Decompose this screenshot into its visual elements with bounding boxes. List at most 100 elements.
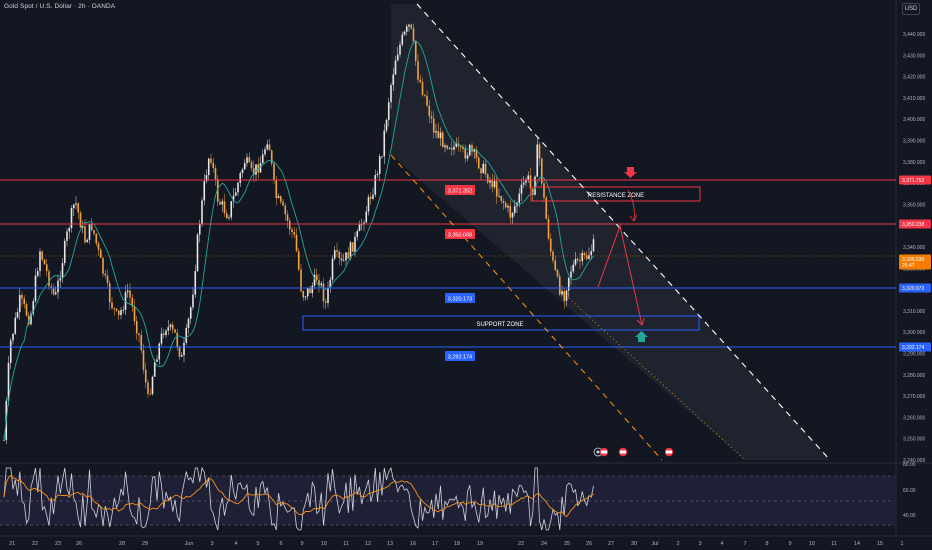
candle-body xyxy=(511,212,514,218)
candle-body xyxy=(230,201,233,218)
candle-body xyxy=(309,288,311,294)
candle-body xyxy=(311,285,314,294)
candle-body xyxy=(295,234,298,252)
support-zone-label: SUPPORT ZONE xyxy=(476,322,523,328)
candle-body xyxy=(390,85,392,103)
level-label-3: 3,320.173 xyxy=(445,293,475,303)
price-axis[interactable]: 3,440.000 3,430.000 3,420.000 3,410.000 3,40… xyxy=(903,32,925,464)
candle-body xyxy=(558,276,561,295)
candle-body xyxy=(165,330,167,336)
candle-body xyxy=(79,212,82,228)
candle-body xyxy=(86,239,89,243)
lower-channel-line[interactable] xyxy=(390,154,663,461)
candle-body xyxy=(401,34,404,45)
time-label: 3 xyxy=(210,541,213,547)
candle-body xyxy=(572,264,575,272)
price-tick-label: 3,440.000 xyxy=(903,32,925,38)
candle-body xyxy=(104,273,107,276)
candle-body xyxy=(320,283,323,286)
candle-body xyxy=(41,251,44,260)
candle-body xyxy=(446,145,449,149)
candle-body xyxy=(527,175,530,180)
time-label: 11 xyxy=(831,541,837,547)
candle-body xyxy=(243,163,246,170)
candle-body xyxy=(75,203,77,205)
candle-body xyxy=(77,203,80,213)
rsi-axis: 80.00 60.00 40.00 xyxy=(903,462,916,519)
candle-body xyxy=(369,197,372,199)
economic-flag-icon[interactable] xyxy=(664,447,674,457)
candle-body xyxy=(286,214,289,221)
candle-body xyxy=(338,251,341,259)
svg-text:3,371.352: 3,371.352 xyxy=(448,189,472,195)
candle-body xyxy=(563,291,566,301)
candle-body xyxy=(117,310,120,316)
candle-body xyxy=(48,271,50,287)
price-tag-label: 3,350.238 xyxy=(902,222,924,228)
candle-body xyxy=(385,119,388,131)
candle-body xyxy=(489,180,491,183)
candle-body xyxy=(187,318,190,328)
time-label: 19 xyxy=(477,541,483,547)
resistance-arrow-curve xyxy=(627,189,635,221)
candle-body xyxy=(268,144,271,151)
candle-body xyxy=(270,150,273,164)
candle-body xyxy=(459,146,462,148)
candle-body xyxy=(435,131,437,133)
economic-flag-icon[interactable] xyxy=(618,447,628,457)
time-label: 15 xyxy=(877,541,883,547)
price-tick-label: 3,360.000 xyxy=(903,202,925,208)
candle-body xyxy=(471,144,473,152)
time-label: Jul xyxy=(651,541,658,547)
time-label: 21 xyxy=(9,541,15,547)
candle-body xyxy=(455,143,458,147)
time-label: 10 xyxy=(809,541,815,547)
candle-body xyxy=(327,287,329,303)
candle-body xyxy=(342,260,345,262)
support-zone[interactable] xyxy=(302,315,700,331)
resistance-zone[interactable] xyxy=(530,186,701,202)
candle-body xyxy=(430,116,433,119)
candle-body xyxy=(437,131,440,139)
candle-body xyxy=(255,164,257,175)
candle-body xyxy=(210,158,212,163)
candle-body xyxy=(412,28,415,42)
candle-body xyxy=(66,231,68,241)
price-tick-label: 3,420.000 xyxy=(903,75,925,81)
time-axis[interactable]: 21 22 23 26 28 29 Jun 3 4 5 6 9 10 11 12 13 16 17 18 19 22 24… xyxy=(9,541,904,547)
currency-button[interactable]: USD xyxy=(902,3,920,15)
candle-body xyxy=(156,359,158,362)
candle-body xyxy=(273,163,275,181)
candle-body xyxy=(261,154,264,164)
candle-body xyxy=(588,255,590,259)
time-label: 8 xyxy=(765,541,768,547)
candle-body xyxy=(322,283,325,302)
candle-body xyxy=(345,252,347,261)
candle-body xyxy=(282,201,284,206)
time-label: 27 xyxy=(608,541,614,547)
price-tag-label: 3,292.174 xyxy=(902,345,924,351)
time-label: 24 xyxy=(541,541,547,547)
symbol-title: Gold Spot / U.S. Dollar · 2h · OANDA xyxy=(4,3,116,10)
candle-body xyxy=(360,224,363,225)
candle-body xyxy=(293,232,296,235)
candle-body xyxy=(248,157,251,163)
upper-channel-line[interactable] xyxy=(416,3,831,461)
candle-body xyxy=(378,156,381,174)
candle-body xyxy=(579,260,581,262)
candle-body xyxy=(383,130,386,157)
economic-flag-icon[interactable] xyxy=(599,447,609,457)
candle-body xyxy=(351,242,354,252)
time-label: 22 xyxy=(518,541,524,547)
candle-body xyxy=(196,234,199,272)
candle-body xyxy=(414,41,417,62)
price-tick-label: 3,300.000 xyxy=(903,330,925,336)
candle-body xyxy=(115,308,118,311)
candle-body xyxy=(32,301,35,314)
candle-body xyxy=(394,60,397,75)
candle-body xyxy=(120,310,122,316)
price-tick-label: 3,290.000 xyxy=(903,352,925,358)
candle-body xyxy=(421,82,424,95)
candle-body xyxy=(518,193,521,203)
